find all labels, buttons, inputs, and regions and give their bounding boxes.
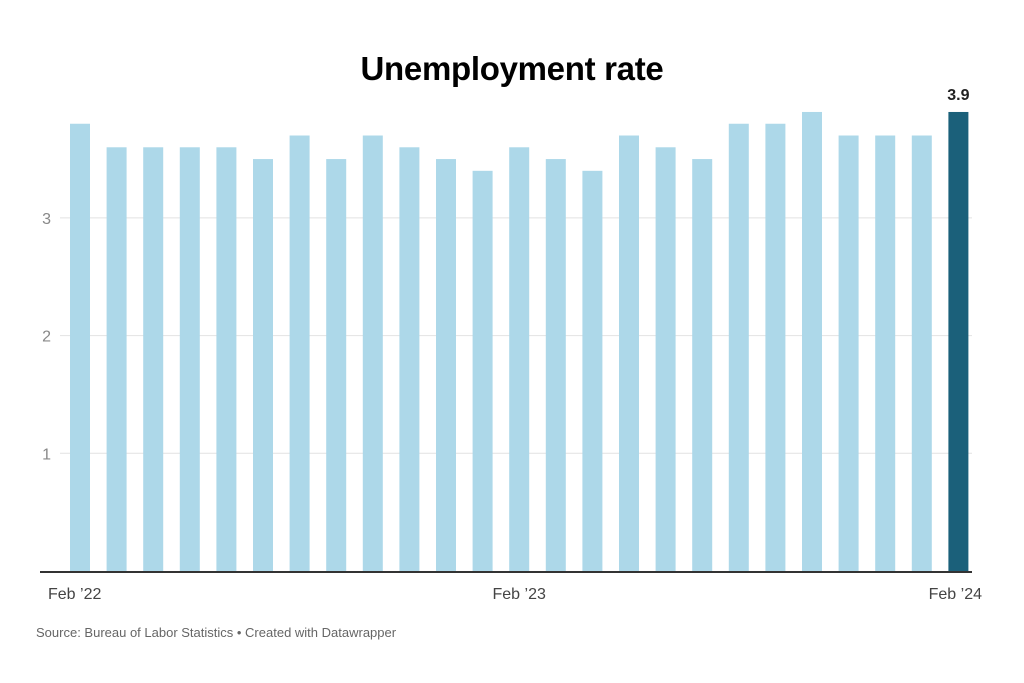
y-tick-label: 1: [42, 446, 51, 463]
bar: [362, 135, 383, 571]
bar: [472, 170, 493, 571]
bar: [948, 111, 969, 571]
bar: [289, 135, 310, 571]
bar: [436, 159, 456, 572]
x-tick-label: Feb ’22: [48, 586, 101, 603]
bars: [70, 111, 969, 572]
bar: [765, 123, 786, 572]
y-tick-label: 2: [42, 329, 51, 346]
bar: [655, 147, 676, 571]
bar: [582, 170, 603, 571]
bar: [509, 147, 530, 571]
bar: [545, 159, 566, 572]
bar: [619, 135, 639, 571]
bar: [399, 147, 420, 571]
bar: [70, 123, 90, 572]
bar: [106, 147, 127, 571]
y-tick-label: 3: [42, 211, 51, 228]
chart-title: Unemployment rate: [360, 50, 664, 87]
source-note: Source: Bureau of Labor Statistics • Cre…: [36, 625, 397, 640]
bar: [253, 159, 273, 572]
bar: [911, 135, 932, 571]
x-tick-label: Feb ’24: [929, 586, 982, 603]
labels: 1 2 3 Feb ’22 Feb ’23 Feb ’24 3.9: [42, 87, 982, 603]
bar: [802, 111, 822, 571]
bar: [179, 147, 200, 571]
bar: [875, 135, 896, 571]
bar: [216, 147, 237, 571]
bar: [692, 159, 713, 572]
bar: [326, 159, 347, 572]
bar: [728, 123, 749, 572]
bar: [143, 147, 164, 571]
bar: [838, 135, 859, 571]
x-tick-label: Feb ’23: [493, 586, 546, 603]
highlight-data-label: 3.9: [947, 87, 969, 104]
